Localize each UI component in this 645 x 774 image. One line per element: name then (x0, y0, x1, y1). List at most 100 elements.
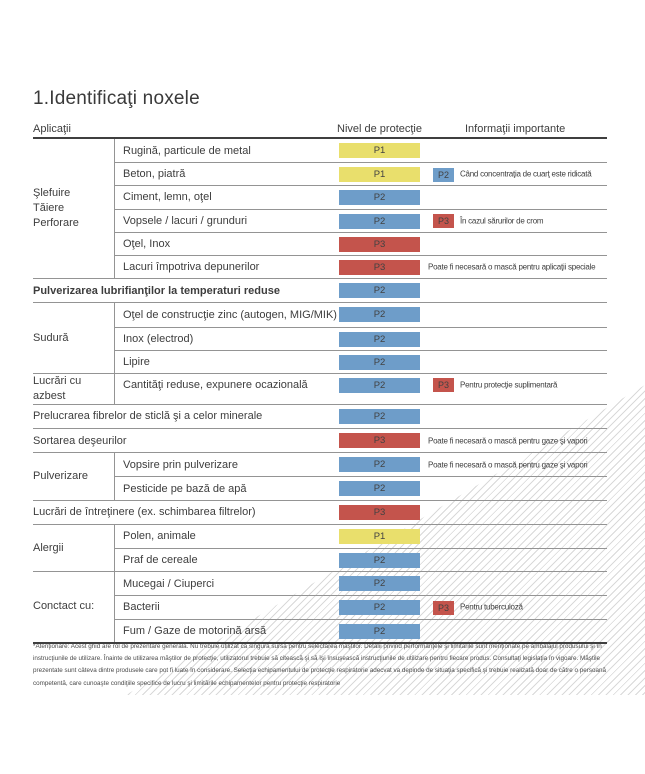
group-label-line: Sudură (33, 331, 69, 344)
table-row: Sortarea deşeurilor P3 Poate fi necesară o… (33, 429, 607, 452)
table-row: Oţel de construcţie zinc (autogen, MIG/M… (115, 303, 607, 326)
table-row: Ciment, lemn, oţel P2 (115, 185, 607, 208)
group-label-line: Lucrări cu azbest (33, 374, 82, 402)
application-item-label: Oţel de construcţie zinc (autogen, MIG/M… (123, 308, 337, 321)
protection-badge: P2 (339, 457, 420, 473)
table-row: Prelucrarea fibrelor de sticlă şi a celo… (33, 405, 607, 428)
table-row: Vopsele / lacuri / grunduri P2 P3 În cazul … (115, 208, 607, 232)
info-note: Pentru protecţie suplimentară (460, 380, 558, 390)
protection-badge: P3 (339, 433, 420, 449)
application-item-label: Mucegai / Ciuperci (123, 577, 215, 590)
protection-badge: P2 (339, 377, 420, 393)
protection-badge: P2 (339, 481, 420, 497)
protection-badge-extra: P3 (433, 214, 454, 229)
table-row: Bacterii P2 P3 Pentru tuberculoză (115, 595, 607, 618)
protection-badge: P2 (339, 553, 420, 568)
table-section: Pulverizare Vopsire prin pulverizare P2 Poa… (33, 452, 607, 500)
table-row: Mucegai / Ciuperci P2 (115, 572, 607, 595)
application-item-label: Prelucrarea fibrelor de sticlă şi a celo… (33, 410, 263, 423)
application-item-label: Sortarea deşeurilor (33, 434, 127, 447)
protection-badge-extra: P3 (433, 378, 454, 393)
column-header-applications: Aplicaţii (33, 123, 71, 135)
application-item-label: Oţel, Inox (123, 237, 171, 250)
table-section: Şlefuire Tăiere Perforare Rugină, particule… (33, 139, 607, 279)
group-rows: Vopsire prin pulverizare P2 Poate fi neces… (115, 453, 607, 499)
group-rows: Rugină, particule de metal P1 Beton, piatr… (115, 139, 607, 278)
info-note: Pentru tuberculoză (460, 602, 523, 612)
page-title: 1.Identificaţi noxele (33, 88, 200, 109)
application-item-label: Ciment, lemn, oţel (123, 191, 212, 204)
application-item-label: Pesticide pe bază de apă (123, 482, 247, 495)
table-row: Oţel, Inox P3 (115, 231, 607, 255)
protection-badge: P2 (339, 307, 420, 323)
table-row: Pesticide pe bază de apă P2 (115, 476, 607, 499)
table-section: Pulverizarea lubrifianţilor la temperatu… (33, 278, 607, 302)
application-item-label: Lucrări de întreţinere (ex. schimbarea f… (33, 506, 256, 519)
protection-badge: P1 (339, 167, 420, 183)
protection-badge: P3 (339, 504, 420, 520)
table-row: Polen, animale P1 (115, 525, 607, 548)
table-section: Sortarea deşeurilor P3 Poate fi necesară o… (33, 428, 607, 452)
table-row: Fum / Gaze de motorină arsă P2 (115, 618, 607, 642)
group-label-line: Tăiere (33, 202, 65, 215)
column-header-important-info: Informaţii importante (465, 123, 566, 135)
table-header: Aplicaţii Nivel de protecţie Informaţii … (33, 120, 607, 139)
table-row: Inox (electrod) P2 (115, 326, 607, 350)
table-row: Cantităţi reduse, expunere ocazională P2 P… (115, 374, 607, 397)
protection-badge: P2 (339, 331, 420, 347)
table-row: Praf de cereale P2 (115, 548, 607, 571)
application-item-label: Cantităţi reduse, expunere ocazională (123, 379, 308, 392)
application-item-label: Rugină, particule de metal (123, 144, 251, 157)
footnote-disclaimer: *Atenţionare: Acest ghid are rol de prez… (33, 643, 607, 687)
group-label: Lucrări cu azbest (33, 373, 115, 404)
group-label: Conctact cu: (33, 572, 115, 642)
group-rows: Mucegai / Ciuperci P2 Bacterii P2 P3 Pentru t… (115, 572, 607, 642)
application-item-label: Pulverizarea lubrifianţilor la temperatu… (33, 284, 280, 297)
hazard-table: Şlefuire Tăiere Perforare Rugină, particule… (33, 139, 607, 644)
protection-badge: P3 (339, 259, 420, 275)
application-item-label: Lacuri împotriva depunerilor (123, 261, 260, 274)
protection-badge: P2 (339, 408, 420, 424)
table-section: Sudură Oţel de construcţie zinc (autogen,… (33, 302, 607, 373)
group-label-line: Alergii (33, 541, 64, 554)
table-section: Conctact cu: Mucegai / Ciuperci P2 Bacterii… (33, 571, 607, 642)
group-label-line: Şlefuire (33, 187, 71, 200)
protection-badge: P2 (339, 600, 420, 616)
table-row: Rugină, particule de metal P1 (115, 139, 607, 162)
table-row: Lacuri împotriva depunerilor P3 Poate fi n… (115, 254, 607, 278)
protection-badge: P2 (339, 576, 420, 592)
group-label: Alergii (33, 524, 115, 572)
group-label: Şlefuire Tăiere Perforare (33, 139, 115, 279)
protection-badge: P1 (339, 143, 420, 158)
table-row: Vopsire prin pulverizare P2 Poate fi neces… (115, 453, 607, 476)
application-item-label: Inox (electrod) (123, 332, 194, 345)
protection-badge: P2 (339, 190, 420, 206)
info-note: Când concentraţia de cuarţ este ridicată (460, 169, 592, 179)
group-label-line: Perforare (33, 217, 79, 230)
application-item-label: Lipire (123, 355, 150, 368)
info-note: În cazul sărurilor de crom (460, 216, 544, 226)
info-note: Poate fi necesară o mască pentru aplicaţ… (428, 262, 596, 272)
application-item-label: Fum / Gaze de motorină arsă (123, 624, 267, 637)
table-section: Alergii Polen, animale P1 Praf de cereale P2 (33, 523, 607, 572)
group-rows: Polen, animale P1 Praf de cereale P2 (115, 525, 607, 571)
protection-badge: P2 (339, 213, 420, 229)
table-row: Lucrări de întreţinere (ex. schimbarea f… (33, 501, 607, 524)
table-section: Prelucrarea fibrelor de sticlă şi a celo… (33, 403, 607, 428)
protection-badge-extra: P2 (433, 167, 454, 182)
group-label-line: Conctact cu: (33, 600, 95, 613)
group-rows: Cantităţi reduse, expunere ocazională P2 P… (115, 374, 607, 404)
application-item-label: Polen, animale (123, 530, 196, 543)
table-row: Pulverizarea lubrifianţilor la temperatu… (33, 279, 607, 302)
protection-badge: P1 (339, 528, 420, 544)
table-row: Beton, piatră P1 P2 Când concentraţia de cu… (115, 162, 607, 185)
protection-badge: P2 (339, 623, 420, 639)
protection-badge: P2 (339, 283, 420, 299)
application-item-label: Vopsire prin pulverizare (123, 458, 238, 471)
info-note: Poate fi necesară o mască pentru gaze şi… (428, 436, 588, 446)
protection-badge-extra: P3 (433, 600, 454, 615)
application-item-label: Bacterii (123, 601, 160, 614)
group-label: Sudură (33, 303, 115, 373)
info-note: Poate fi necesară o mască pentru gaze şi… (428, 460, 588, 470)
